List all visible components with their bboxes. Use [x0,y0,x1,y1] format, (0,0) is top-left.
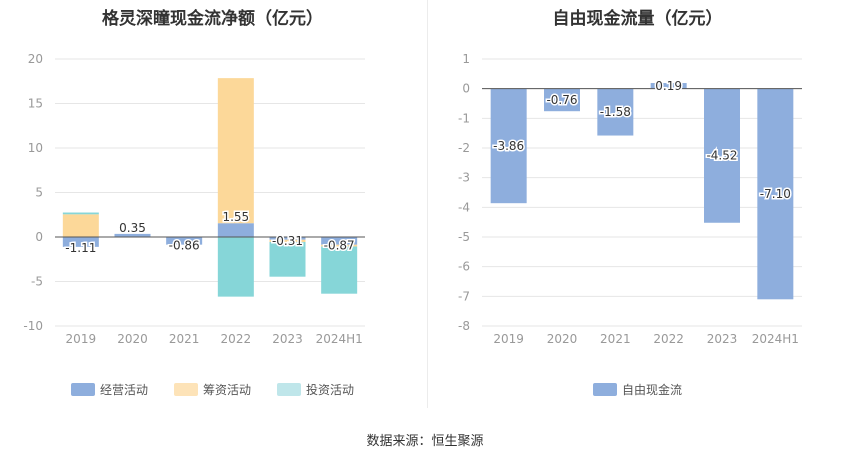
y-tick-label: 0 [462,82,470,96]
data-label: -3.86 [493,139,524,153]
bar-经营活动-2020 [114,233,151,237]
bar-筹资活动-2023 [269,239,306,242]
data-label: -4.52 [706,149,737,163]
bar-筹资活动-2019 [62,214,99,237]
legend-swatch-operating [70,383,95,396]
bar-自由现金流-2019 [490,88,527,204]
bar-筹资活动-2024H1 [321,244,358,247]
legend-item-investing[interactable]: 投资活动 [277,381,354,398]
y-tick-label: 0 [35,230,43,244]
bar-投资活动-2023 [269,241,306,277]
y-tick-label: -5 [458,230,470,244]
free-cashflow-chart: 1 0 -1 -2 -3 -4 -5 -6 -7 -8 2019 2020 2021 2022 2023 20… [458,52,802,346]
x-tick-label: 2021 [600,332,631,346]
data-label: -0.31 [272,234,303,248]
cashflow-net-chart-title: 格灵深瞳现金流净额（亿元） [102,9,323,29]
y-tick-label: 5 [35,186,43,200]
bar-经营活动-2022 [217,223,254,237]
y-tick-label: -10 [23,319,43,333]
data-source-note: 数据来源：恒生聚源 [366,434,484,449]
x-tick-label: 2021 [169,332,200,346]
panel-divider [427,0,428,408]
x-tick-label: 2024H1 [316,332,363,346]
data-label: 0.19 [655,79,682,93]
y-tick-label: -7 [458,289,470,303]
legend-swatch-financing [173,383,198,396]
legend-item-financing[interactable]: 筹资活动 [173,381,251,398]
free-cashflow-chart-title: 自由现金流量（亿元） [552,9,723,29]
cashflow-net-chart-panel: 格灵深瞳现金流净额（亿元） 20 15 10 5 0 -5 -10 2019 2020 2021 2… [0,0,425,420]
data-label: 1.55 [222,210,249,224]
bar-自由现金流-2023 [704,88,740,223]
y-tick-label: 20 [28,52,43,66]
bar-自由现金流-2022 [650,83,687,89]
x-tick-label: 2024H1 [752,332,799,346]
legend-label-free-cashflow: 自由现金流 [621,383,682,397]
bar-自由现金流-2024H1 [757,88,794,300]
free-cashflow-legend: 自由现金流 [425,381,850,398]
y-tick-label: 15 [28,97,43,111]
cashflow-net-chart: 20 15 10 5 0 -5 -10 2019 2020 2021 2022 2023 2024H1 -… [23,52,365,346]
bar-自由现金流-2021 [597,88,634,136]
legend-label-financing: 筹资活动 [202,383,251,397]
bar-自由现金流-2020 [544,88,580,112]
x-tick-label: 2019 [66,332,97,346]
x-tick-label: 2023 [707,332,738,346]
legend-label-operating: 经营活动 [99,383,148,397]
data-label: -1.11 [65,241,96,255]
y-tick-label: -6 [458,260,470,274]
free-cashflow-chart-panel: 自由现金流量（亿元） 1 0 -1 -2 -3 -4 -5 -6 -7 -8 2019 2020 202… [425,0,850,420]
x-tick-label: 2020 [117,332,148,346]
data-label: -0.86 [169,239,200,253]
data-label: 0.35 [119,221,146,235]
bar-筹资活动-2022 [217,78,254,224]
y-tick-label: -1 [458,111,470,125]
y-tick-label: 1 [462,52,470,66]
x-tick-label: 2023 [272,332,303,346]
y-tick-label: 10 [28,141,43,155]
data-label: -0.76 [546,93,577,107]
x-tick-label: 2020 [547,332,578,346]
bar-投资活动-2019 [62,212,99,215]
data-label: -7.10 [760,187,791,201]
legend-item-operating[interactable]: 经营活动 [70,381,148,398]
legend-item-free-cashflow[interactable]: 自由现金流 [592,381,682,398]
x-tick-label: 2019 [493,332,524,346]
x-tick-label: 2022 [653,332,684,346]
bar-投资活动-2022 [217,237,254,297]
bar-投资活动-2024H1 [321,246,358,294]
data-label: -0.87 [324,239,355,253]
bar-经营活动-2023 [269,237,306,240]
y-tick-label: -3 [458,171,470,185]
y-tick-label: -8 [458,319,470,333]
y-tick-label: -2 [458,141,470,155]
bar-经营活动-2019 [62,237,99,247]
y-tick-label: -4 [458,200,470,214]
legend-swatch-free-cashflow [592,383,617,396]
data-label: -1.58 [600,105,631,119]
legend-swatch-investing [277,383,301,396]
x-tick-label: 2022 [221,332,252,346]
legend-label-investing: 投资活动 [306,383,355,397]
bar-经营活动-2024H1 [321,237,358,245]
bar-经营活动-2021 [166,237,203,245]
cashflow-net-legend: 经营活动 筹资活动 投资活动 [0,381,425,398]
y-tick-label: -5 [31,275,43,289]
